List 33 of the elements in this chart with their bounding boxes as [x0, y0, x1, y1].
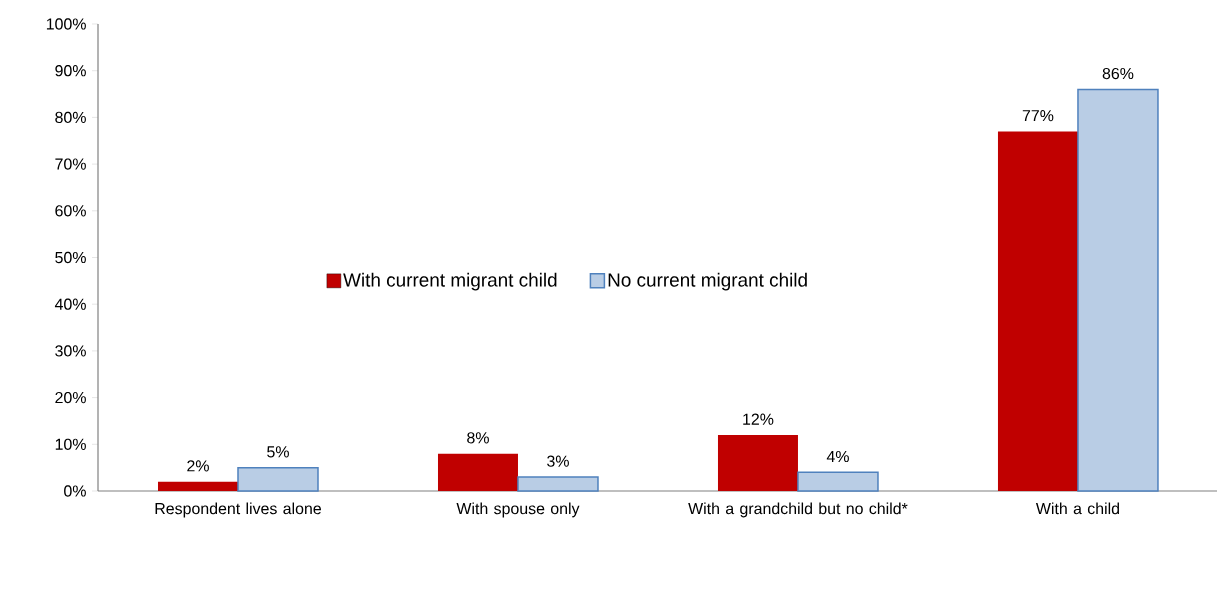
y-tick-label: 60% — [55, 205, 86, 217]
y-tick-label: 90% — [55, 65, 86, 77]
y-tick-label: 0% — [64, 485, 86, 497]
bar — [157, 481, 238, 491]
bar — [1077, 88, 1159, 492]
y-tick-label: 30% — [55, 345, 86, 357]
bar — [237, 466, 319, 492]
y-tick-label: 20% — [55, 391, 86, 404]
data-label: 12% — [743, 413, 774, 425]
data-label: 77% — [1022, 110, 1054, 122]
y-tick-label: 10% — [55, 438, 86, 450]
bar — [517, 476, 599, 492]
legend-label: With current migrant child — [343, 272, 557, 291]
y-tick-label: 100% — [46, 18, 86, 30]
bar — [437, 453, 518, 491]
data-label: 86% — [1102, 67, 1134, 80]
x-tick-label: Respondent lives alone — [155, 502, 321, 518]
data-label: 4% — [826, 450, 849, 463]
y-tick-label: 50% — [55, 251, 86, 264]
legend-label: No current migrant child — [608, 272, 807, 291]
data-label: 8% — [467, 432, 489, 444]
bar — [797, 471, 879, 492]
x-tick-label: With a child — [1035, 502, 1119, 515]
y-tick-label: 70% — [55, 158, 86, 170]
y-tick-label: 40% — [54, 298, 86, 310]
x-tick-label: With a grandchild but no child* — [688, 502, 908, 518]
data-label: 3% — [547, 455, 569, 467]
data-label: 2% — [187, 460, 209, 472]
bar — [717, 434, 798, 491]
y-tick-label: 80% — [55, 111, 86, 124]
data-label: 5% — [267, 446, 289, 458]
bar — [997, 131, 1078, 491]
x-tick-label: With spouse only — [456, 502, 580, 518]
